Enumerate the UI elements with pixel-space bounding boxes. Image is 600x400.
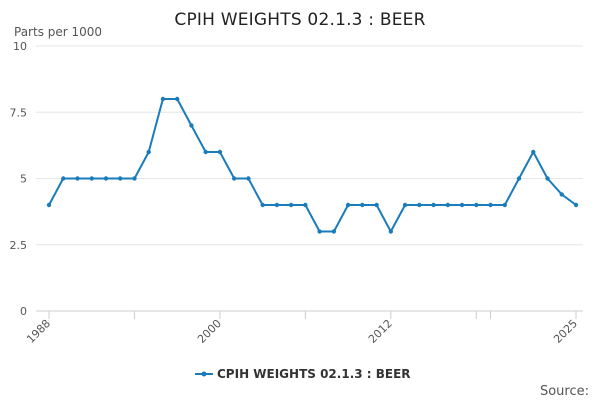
data-point [573,202,579,208]
data-point [288,202,294,208]
data-point [417,202,422,208]
data-point [231,176,237,181]
series-group [46,96,579,234]
y-tick-label: 7.5 [10,106,28,119]
data-point [132,176,137,181]
data-point [402,202,408,208]
data-point [303,202,308,208]
x-tick-label: 2012 [366,317,395,346]
data-point [46,202,52,208]
data-point [317,229,322,234]
data-point [203,149,208,155]
data-point [388,229,394,234]
data-point [160,96,166,102]
y-tick-label: 5 [20,173,27,186]
y-tick-label: 10 [13,40,27,53]
data-point [103,176,109,181]
data-point [531,149,536,155]
x-tick-label: 1988 [24,317,53,346]
data-point [246,176,251,181]
x-tick-label: 2025 [551,317,580,346]
data-point [274,202,280,208]
data-point [502,202,507,208]
data-point [345,202,351,208]
data-point [174,96,180,102]
x-axis: 1988 2000 2012 2025 [24,311,580,346]
x-tick-label: 2000 [195,317,224,346]
data-point [61,176,66,181]
legend-entry-label: CPIH WEIGHTS 02.1.3 : BEER [217,367,411,381]
data-point [559,192,564,197]
data-point [360,202,365,208]
data-point [146,149,151,155]
data-point [260,202,265,208]
data-point [189,123,194,128]
source-label: Source: [540,384,589,399]
chart-title: CPIH WEIGHTS 02.1.3 : BEER [174,10,425,30]
data-point [217,149,223,155]
data-point [516,176,522,181]
y-tick-label: 2.5 [10,239,28,252]
data-point [545,176,550,181]
y-axis-ticks: 0 2.5 5 7.5 10 [10,40,28,318]
data-point [374,202,379,208]
y-axis-label: Parts per 1000 [14,25,102,39]
data-point [488,202,493,208]
data-point [445,202,451,208]
legend-marker-swatch [201,371,207,377]
data-point [331,229,337,234]
data-point [118,176,123,181]
data-point [459,202,465,208]
data-point [75,176,80,181]
data-point [474,202,479,208]
data-point [89,176,94,181]
y-tick-label: 0 [20,305,27,318]
data-point [431,202,436,208]
series-line [48,98,577,233]
legend[interactable]: CPIH WEIGHTS 02.1.3 : BEER [195,367,411,381]
